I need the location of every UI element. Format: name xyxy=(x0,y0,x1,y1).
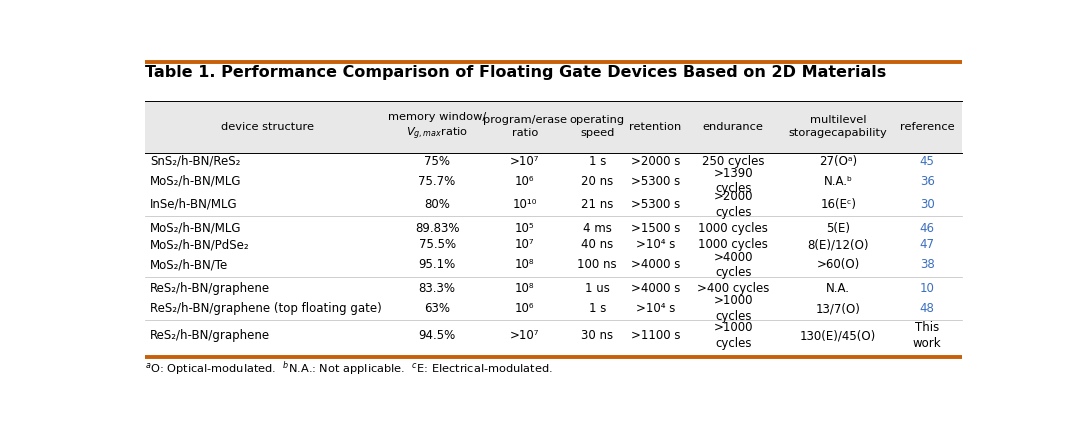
Text: 5(E): 5(E) xyxy=(826,221,850,234)
Text: 16(Eᶜ): 16(Eᶜ) xyxy=(820,198,856,211)
Text: 21 ns: 21 ns xyxy=(581,198,613,211)
Text: 8(E)/12(O): 8(E)/12(O) xyxy=(808,238,869,251)
Text: 1000 cycles: 1000 cycles xyxy=(699,221,768,234)
Text: 83.3%: 83.3% xyxy=(419,282,456,295)
Text: >1500 s: >1500 s xyxy=(631,221,680,234)
Text: 10⁷: 10⁷ xyxy=(515,238,535,251)
Text: 20 ns: 20 ns xyxy=(581,175,613,188)
Text: 10¹⁰: 10¹⁰ xyxy=(513,198,537,211)
Text: 30: 30 xyxy=(920,198,934,211)
Text: 10: 10 xyxy=(920,282,934,295)
Text: retention: retention xyxy=(630,122,681,132)
Text: 100 ns: 100 ns xyxy=(578,258,617,272)
Text: ReS₂/h-BN/graphene: ReS₂/h-BN/graphene xyxy=(150,282,270,295)
Text: >60(O): >60(O) xyxy=(816,258,860,272)
Text: 80%: 80% xyxy=(424,198,450,211)
Text: 130(E)/45(O): 130(E)/45(O) xyxy=(800,329,876,342)
Text: 46: 46 xyxy=(920,221,934,234)
Text: 1000 cycles: 1000 cycles xyxy=(699,238,768,251)
Text: >1000
cycles: >1000 cycles xyxy=(714,295,753,323)
Text: 10⁶: 10⁶ xyxy=(515,302,535,315)
FancyBboxPatch shape xyxy=(145,101,962,153)
Text: 13/7(O): 13/7(O) xyxy=(815,302,861,315)
Text: ReS₂/h-BN/graphene: ReS₂/h-BN/graphene xyxy=(150,329,270,342)
Text: 1 s: 1 s xyxy=(589,302,606,315)
Text: InSe/h-BN/MLG: InSe/h-BN/MLG xyxy=(150,198,238,211)
Text: >1000
cycles: >1000 cycles xyxy=(714,321,753,350)
Text: 1 us: 1 us xyxy=(584,282,609,295)
Text: >4000 s: >4000 s xyxy=(631,282,680,295)
Text: >10⁷: >10⁷ xyxy=(510,329,540,342)
Text: This
work: This work xyxy=(913,321,942,350)
Text: 75%: 75% xyxy=(424,155,450,168)
Text: ReS₂/h-BN/graphene (top floating gate): ReS₂/h-BN/graphene (top floating gate) xyxy=(150,302,382,315)
Text: multilevel
storagecapability: multilevel storagecapability xyxy=(788,115,888,138)
Text: 4 ms: 4 ms xyxy=(583,221,611,234)
Text: >10⁷: >10⁷ xyxy=(510,155,540,168)
Text: $^{a}$O: Optical-modulated.  $^{b}$N.A.: Not applicable.  $^{c}$E: Electrical-mo: $^{a}$O: Optical-modulated. $^{b}$N.A.: … xyxy=(145,359,553,378)
Text: >10⁴ s: >10⁴ s xyxy=(636,302,675,315)
Text: MoS₂/h-BN/MLG: MoS₂/h-BN/MLG xyxy=(150,221,242,234)
Text: 75.7%: 75.7% xyxy=(418,175,456,188)
Text: >400 cycles: >400 cycles xyxy=(697,282,769,295)
Text: >10⁴ s: >10⁴ s xyxy=(636,238,675,251)
Text: 89.83%: 89.83% xyxy=(415,221,459,234)
Text: 75.5%: 75.5% xyxy=(419,238,456,251)
Text: 10⁸: 10⁸ xyxy=(515,282,535,295)
Text: device structure: device structure xyxy=(221,122,314,132)
Text: 250 cycles: 250 cycles xyxy=(702,155,765,168)
Text: SnS₂/h-BN/ReS₂: SnS₂/h-BN/ReS₂ xyxy=(150,155,241,168)
Text: >5300 s: >5300 s xyxy=(631,175,680,188)
Text: 94.5%: 94.5% xyxy=(418,329,456,342)
Text: MoS₂/h-BN/Te: MoS₂/h-BN/Te xyxy=(150,258,228,272)
Text: >2000
cycles: >2000 cycles xyxy=(714,190,753,218)
Text: program/erase
ratio: program/erase ratio xyxy=(483,115,567,138)
Text: N.A.: N.A. xyxy=(826,282,850,295)
Text: >4000
cycles: >4000 cycles xyxy=(714,251,753,279)
Text: 27(Oᵃ): 27(Oᵃ) xyxy=(819,155,858,168)
Text: N.A.ᵇ: N.A.ᵇ xyxy=(824,175,853,188)
Text: >2000 s: >2000 s xyxy=(631,155,680,168)
Text: 45: 45 xyxy=(920,155,934,168)
Text: reference: reference xyxy=(900,122,955,132)
Text: 10⁵: 10⁵ xyxy=(515,221,535,234)
Text: 36: 36 xyxy=(920,175,934,188)
Text: memory window/
$V_{g,max}$ratio: memory window/ $V_{g,max}$ratio xyxy=(388,112,486,142)
Text: 48: 48 xyxy=(920,302,934,315)
Text: operating
speed: operating speed xyxy=(569,115,624,138)
Text: >4000 s: >4000 s xyxy=(631,258,680,272)
Text: 30 ns: 30 ns xyxy=(581,329,613,342)
Text: 95.1%: 95.1% xyxy=(418,258,456,272)
Text: MoS₂/h-BN/MLG: MoS₂/h-BN/MLG xyxy=(150,175,242,188)
Text: 10⁸: 10⁸ xyxy=(515,258,535,272)
Text: 38: 38 xyxy=(920,258,934,272)
Text: 63%: 63% xyxy=(424,302,450,315)
Text: Table 1. Performance Comparison of Floating Gate Devices Based on 2D Materials: Table 1. Performance Comparison of Float… xyxy=(145,65,887,80)
Text: >5300 s: >5300 s xyxy=(631,198,680,211)
Text: 1 s: 1 s xyxy=(589,155,606,168)
Text: 47: 47 xyxy=(920,238,934,251)
Text: endurance: endurance xyxy=(703,122,764,132)
Text: 10⁶: 10⁶ xyxy=(515,175,535,188)
Text: >1390
cycles: >1390 cycles xyxy=(714,167,753,195)
Text: 40 ns: 40 ns xyxy=(581,238,613,251)
Text: >1100 s: >1100 s xyxy=(631,329,680,342)
Text: MoS₂/h-BN/PdSe₂: MoS₂/h-BN/PdSe₂ xyxy=(150,238,249,251)
